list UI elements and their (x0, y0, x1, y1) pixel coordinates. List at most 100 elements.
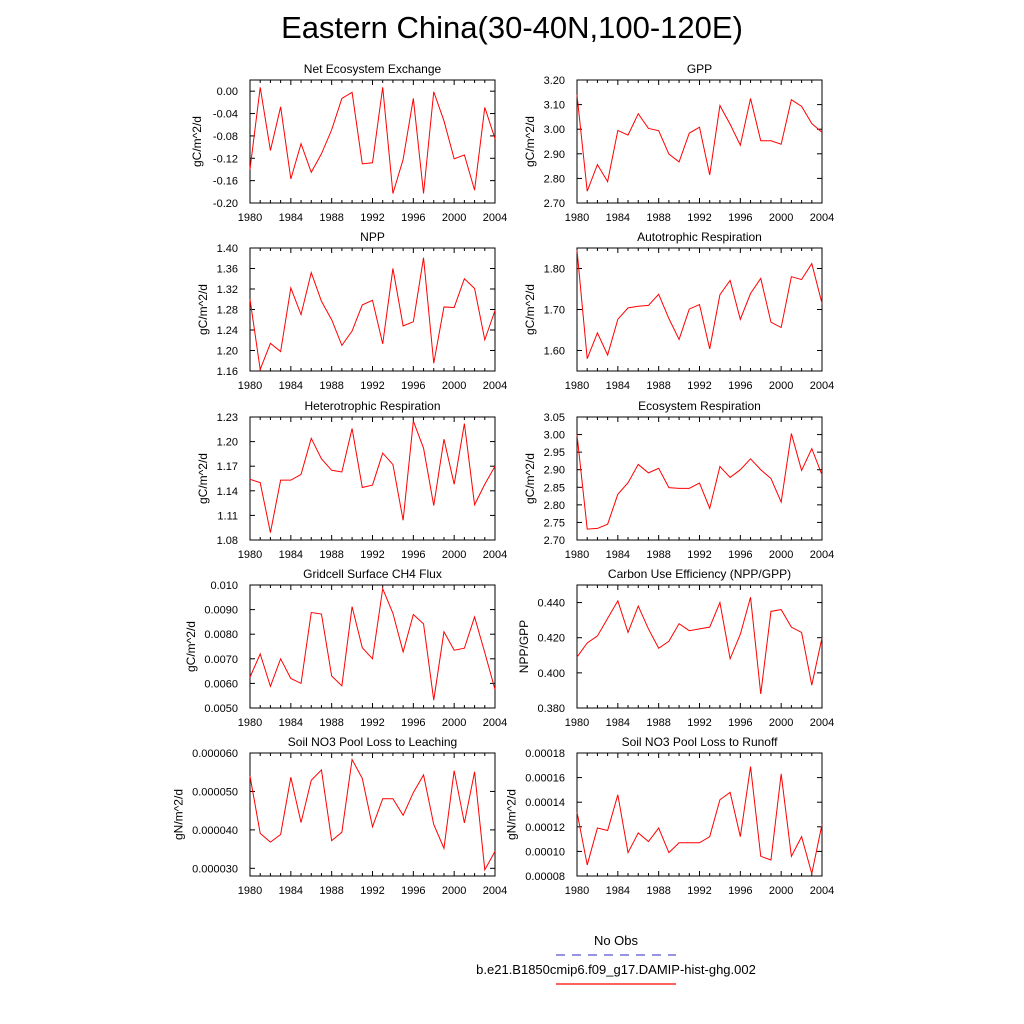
y-tick-label: 1.32 (217, 284, 238, 296)
plot-frame (249, 247, 496, 372)
x-tick-label: 1996 (401, 549, 425, 561)
y-tick-label: 2.95 (544, 447, 565, 459)
x-tick-label: 1996 (728, 717, 752, 729)
legend-label-model: b.e21.B1850cmip6.f09_g17.DAMIP-hist-ghg.… (476, 962, 756, 977)
x-tick-label: 1984 (606, 380, 630, 392)
chart-title: Soil NO3 Pool Loss to Runoff (622, 735, 779, 749)
series-line (249, 757, 496, 872)
y-tick-label: 0.0050 (204, 703, 238, 715)
chart-panel-net-ecosystem-exchange: Net Ecosystem Exchange 1980 1984 1988 1992 19… (190, 62, 507, 224)
y-tick-label: 0.440 (537, 598, 565, 610)
y-tick-label: 1.36 (217, 264, 238, 276)
x-tick-label: 1996 (728, 380, 752, 392)
y-tick-label: -0.20 (213, 198, 238, 210)
x-tick-label: 1992 (360, 885, 384, 897)
x-tick-label: 1988 (646, 380, 670, 392)
x-tick-label: 2000 (769, 717, 793, 729)
x-tick-label: 2000 (442, 885, 466, 897)
y-axis-label: gN/m^2/d (505, 789, 519, 840)
x-tick-label: 2000 (769, 549, 793, 561)
y-tick-label: 0.010 (210, 580, 238, 592)
y-axis-label: gC/m^2/d (190, 116, 204, 167)
series-line (576, 94, 823, 192)
chart-panel-carbon-use-efficiency-npp-gpp: Carbon Use Efficiency (NPP/GPP) 1980 1984 1… (517, 567, 834, 729)
x-tick-label: 2004 (810, 212, 834, 224)
x-tick-label: 2000 (442, 717, 466, 729)
x-tick-label: 1988 (319, 717, 343, 729)
x-tick-label: 2004 (483, 380, 507, 392)
y-tick-label: 1.80 (544, 264, 565, 276)
x-tick-label: 1992 (687, 380, 711, 392)
chart-panel-heterotrophic-respiration: Heterotrophic Respiration 1980 1984 1988 199… (196, 399, 507, 561)
x-tick-label: 1996 (728, 885, 752, 897)
x-tick-label: 1980 (565, 380, 589, 392)
x-tick-label: 1992 (360, 549, 384, 561)
y-tick-label: 0.00008 (525, 871, 565, 883)
x-tick-label: 1996 (401, 380, 425, 392)
x-tick-label: 1984 (606, 212, 630, 224)
y-tick-label: -0.04 (213, 109, 238, 121)
y-tick-label: 2.80 (544, 173, 565, 185)
series-line (576, 766, 823, 874)
chart-panel-npp: NPP 1980 1984 1988 1992 1996 2000 2004 1.40 1.36 1… (196, 230, 507, 392)
x-tick-label: 1996 (728, 212, 752, 224)
x-tick-label: 1984 (606, 549, 630, 561)
y-tick-label: 0.00014 (525, 797, 565, 809)
plot-frame (249, 752, 496, 877)
y-tick-label: 3.10 (544, 100, 565, 112)
series-line (576, 433, 823, 530)
y-tick-label: 2.80 (544, 500, 565, 512)
x-tick-label: 2000 (442, 212, 466, 224)
x-tick-label: 1992 (687, 549, 711, 561)
series-line (249, 586, 496, 701)
y-tick-label: 2.75 (544, 517, 565, 529)
chart-panel-gridcell-surface-ch4-flux: Gridcell Surface CH4 Flux 1980 1984 1988 199… (184, 567, 507, 729)
y-axis-label: NPP/GPP (517, 620, 531, 673)
x-tick-label: 1996 (401, 885, 425, 897)
chart-title: GPP (687, 62, 712, 76)
y-tick-label: 3.00 (544, 124, 565, 136)
x-tick-label: 1980 (565, 212, 589, 224)
chart-title: Net Ecosystem Exchange (304, 62, 442, 76)
chart-panel-soil-no3-pool-loss-to-runoff: Soil NO3 Pool Loss to Runoff 1980 1984 1988… (505, 735, 835, 897)
y-tick-label: 1.08 (217, 535, 238, 547)
chart-panel-autotrophic-respiration: Autotrophic Respiration 1980 1984 1988 1992 1… (523, 230, 834, 392)
x-tick-label: 2004 (810, 380, 834, 392)
y-axis-label: gC/m^2/d (196, 453, 210, 504)
y-tick-label: 0.0080 (204, 629, 238, 641)
x-tick-label: 1988 (646, 549, 670, 561)
y-tick-label: 0.000060 (192, 748, 238, 760)
x-tick-label: 1992 (360, 212, 384, 224)
x-tick-label: 1996 (728, 549, 752, 561)
x-tick-label: 1988 (646, 885, 670, 897)
x-tick-label: 1988 (319, 380, 343, 392)
x-tick-label: 1984 (279, 549, 303, 561)
y-tick-label: 3.20 (544, 75, 565, 87)
y-tick-label: 1.23 (217, 412, 238, 424)
plot-frame (249, 79, 496, 204)
x-tick-label: 1988 (646, 212, 670, 224)
y-axis-label: gC/m^2/d (523, 284, 537, 335)
x-tick-label: 1988 (319, 549, 343, 561)
y-tick-label: 1.60 (544, 346, 565, 358)
x-tick-label: 1980 (238, 717, 262, 729)
x-tick-label: 2000 (769, 885, 793, 897)
y-tick-label: 0.00 (217, 86, 238, 98)
y-tick-label: 0.380 (537, 703, 565, 715)
y-tick-label: 1.17 (217, 461, 238, 473)
y-axis-label: gC/m^2/d (196, 284, 210, 335)
chart-title: Carbon Use Efficiency (NPP/GPP) (608, 567, 791, 581)
x-tick-label: 1996 (401, 717, 425, 729)
chart-title: NPP (360, 230, 385, 244)
y-tick-label: 0.420 (537, 633, 565, 645)
x-tick-label: 1992 (687, 885, 711, 897)
x-tick-label: 1980 (565, 549, 589, 561)
y-tick-label: 0.00010 (525, 846, 565, 858)
x-tick-label: 1984 (279, 212, 303, 224)
y-tick-label: 1.11 (217, 510, 238, 522)
x-tick-label: 1984 (606, 717, 630, 729)
y-tick-label: 3.00 (544, 430, 565, 442)
x-tick-label: 1988 (319, 212, 343, 224)
y-tick-label: 0.00012 (525, 822, 565, 834)
